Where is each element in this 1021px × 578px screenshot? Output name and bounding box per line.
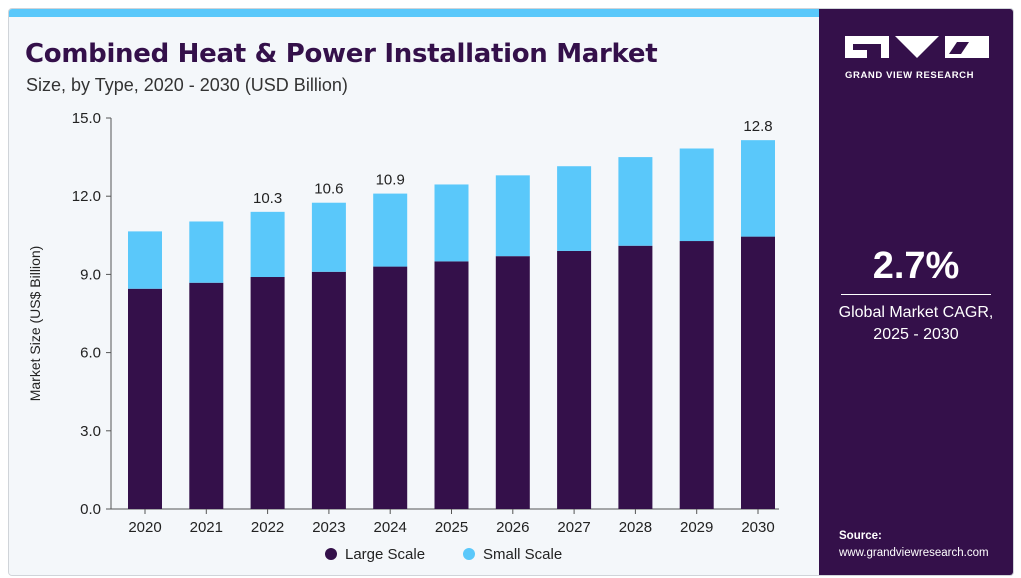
legend-label-small-scale: Small Scale <box>483 546 562 563</box>
bar-large-scale-2029 <box>679 241 714 509</box>
y-tick-label: 3.0 <box>80 423 101 440</box>
bar-small-scale-2022 <box>250 211 285 278</box>
bar-large-scale-2024 <box>373 266 408 509</box>
x-tick-label: 2027 <box>557 519 590 536</box>
x-tick-label: 2030 <box>741 519 774 536</box>
report-card: Combined Heat & Power Installation Marke… <box>8 8 1014 576</box>
x-tick-label: 2029 <box>680 519 713 536</box>
bar-small-scale-2024 <box>373 193 408 267</box>
data-label-2023: 10.6 <box>314 181 343 198</box>
x-tick-label: 2024 <box>374 519 407 536</box>
accent-bar <box>9 9 819 17</box>
bar-small-scale-2025 <box>434 184 469 262</box>
bar-small-scale-2028 <box>618 157 653 246</box>
source-url: www.grandviewresearch.com <box>839 547 989 559</box>
bar-large-scale-2030 <box>741 236 775 509</box>
x-tick-label: 2025 <box>435 519 468 536</box>
bar-large-scale-2027 <box>557 250 592 509</box>
cagr-label-line1: Global Market CAGR, <box>838 304 994 321</box>
grand-view-research-logo <box>845 36 989 58</box>
y-axis-title: Market Size (US$ Billion) <box>27 246 43 402</box>
bar-large-scale-2022 <box>250 277 285 509</box>
brand-panel: GRAND VIEW RESEARCH 2.7% Global Market C… <box>819 9 1013 575</box>
bar-small-scale-2027 <box>557 166 592 251</box>
y-tick-label: 15.0 <box>72 110 101 127</box>
bar-small-scale-2029 <box>679 148 714 242</box>
brand-name: GRAND VIEW RESEARCH <box>845 70 975 81</box>
data-label-2030: 12.8 <box>743 118 772 135</box>
x-tick-label: 2021 <box>190 519 223 536</box>
legend-marker-small-scale <box>463 548 475 560</box>
cagr-divider <box>841 294 991 295</box>
x-tick-label: 2022 <box>251 519 284 536</box>
x-tick-label: 2028 <box>619 519 652 536</box>
bar-small-scale-2030 <box>741 140 775 237</box>
bar-small-scale-2021 <box>189 221 224 283</box>
x-tick-label: 2026 <box>496 519 529 536</box>
chart-panel: Combined Heat & Power Installation Marke… <box>9 17 819 575</box>
data-label-2022: 10.3 <box>253 190 282 207</box>
data-label-2024: 10.9 <box>376 172 405 189</box>
legend-label-large-scale: Large Scale <box>345 546 425 563</box>
x-tick-label: 2023 <box>312 519 345 536</box>
y-tick-label: 12.0 <box>72 188 101 205</box>
bar-small-scale-2020 <box>128 231 162 289</box>
stacked-bar-chart: 0.0 3.0 6.0 9.0 12.0 15.0 Market Size (US$ Bil… <box>27 110 779 563</box>
source-label: Source: <box>839 530 882 542</box>
bar-large-scale-2025 <box>434 261 469 509</box>
cagr-value: 2.7% <box>872 245 960 287</box>
bar-small-scale-2023 <box>311 202 346 272</box>
bar-large-scale-2020 <box>128 288 162 509</box>
bar-large-scale-2023 <box>311 271 346 509</box>
y-tick-label: 9.0 <box>80 266 101 283</box>
cagr-label-line2: 2025 - 2030 <box>873 326 959 343</box>
chart-title: Combined Heat & Power Installation Marke… <box>25 39 658 69</box>
bar-small-scale-2026 <box>495 175 530 257</box>
legend-marker-large-scale <box>325 548 337 560</box>
bar-large-scale-2028 <box>618 245 653 509</box>
bar-large-scale-2021 <box>189 282 224 509</box>
y-tick-label: 0.0 <box>80 501 101 518</box>
bar-large-scale-2026 <box>495 256 530 509</box>
y-tick-label: 6.0 <box>80 345 101 362</box>
cagr-label: Global Market CAGR, 2025 - 2030 <box>819 302 1013 346</box>
chart-subtitle: Size, by Type, 2020 - 2030 (USD Billion) <box>26 75 348 95</box>
x-tick-label: 2020 <box>128 519 161 536</box>
